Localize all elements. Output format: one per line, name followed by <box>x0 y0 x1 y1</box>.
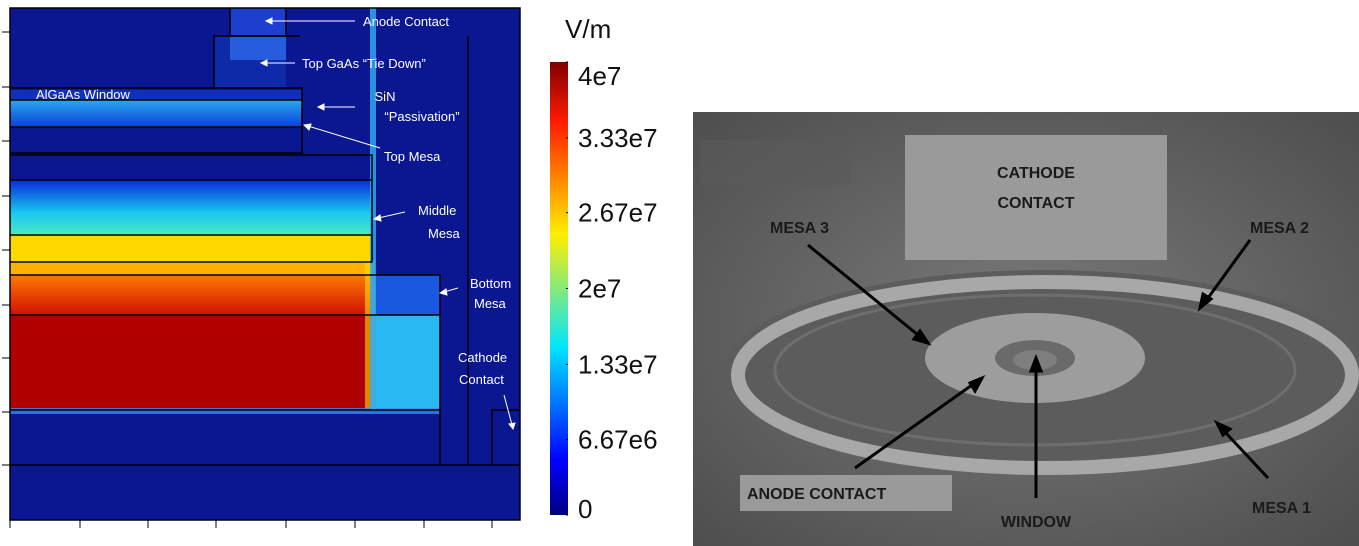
colorbar-tick-label: 4e7 <box>578 61 621 91</box>
photo-label: CATHODE <box>997 165 1075 182</box>
colorbar: V/m 4e7 3.33e7 2.67e7 2e7 1.33e7 6.67e6 0 <box>550 14 658 524</box>
colorbar-tick-label: 6.67e6 <box>578 424 658 454</box>
photo-label: CONTACT <box>997 195 1074 212</box>
photo-label: ANODE CONTACT <box>747 486 886 503</box>
annotation: Mesa <box>474 296 507 311</box>
annotation: Middle <box>418 203 456 218</box>
field-map: Anode Contact Top GaAs “Tie Down” AlGaAs… <box>2 8 520 528</box>
figure: Anode Contact Top GaAs “Tie Down” AlGaAs… <box>0 0 1359 546</box>
colorbar-unit: V/m <box>565 14 611 44</box>
colorbar-tick-label: 0 <box>578 494 592 524</box>
photo-label: WINDOW <box>1001 514 1072 531</box>
annotation: “Passivation” <box>384 109 459 124</box>
annotation: Cathode <box>458 350 507 365</box>
annotation: Top Mesa <box>384 149 441 164</box>
colorbar-scale <box>550 62 568 515</box>
annotation: Anode Contact <box>363 14 449 29</box>
colorbar-tick-label: 1.33e7 <box>578 349 658 379</box>
annotation: Contact <box>459 372 504 387</box>
colorbar-tick-label: 2.67e7 <box>578 198 658 228</box>
photo-label: MESA 1 <box>1252 500 1311 517</box>
colorbar-tick-label: 3.33e7 <box>578 123 658 153</box>
colorbar-tick-label: 2e7 <box>578 274 621 304</box>
annotation: Top GaAs “Tie Down” <box>302 56 426 71</box>
annotation: SiN <box>375 89 396 104</box>
photo-label: MESA 3 <box>770 220 829 237</box>
annotation: Mesa <box>428 226 461 241</box>
annotation: Bottom <box>470 276 511 291</box>
annotation: AlGaAs Window <box>36 87 131 102</box>
page: {"field_map": { "annotations": [ {"lines… <box>0 0 1359 546</box>
photo-label: MESA 2 <box>1250 220 1309 237</box>
sem-photo: CATHODE CONTACT MESA 3 MESA 2 ANODE CONT… <box>693 112 1359 546</box>
